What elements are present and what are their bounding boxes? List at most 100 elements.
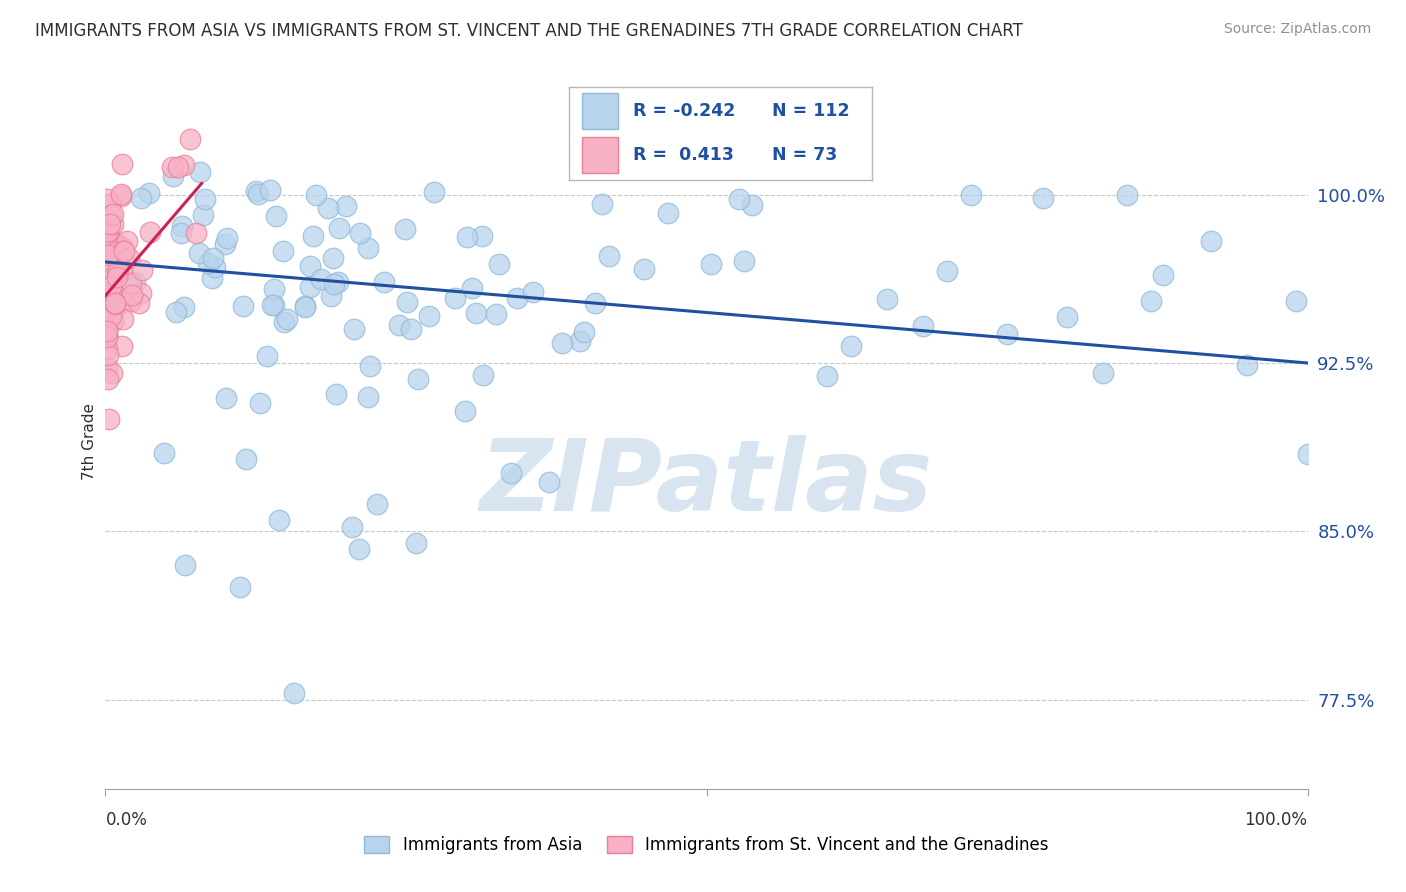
Point [201, 270, 224, 285]
Point [104, 245, 127, 260]
Text: 0.0%: 0.0% [105, 811, 148, 829]
Point [107, 297, 129, 311]
Text: ZIPatlas: ZIPatlas [479, 434, 934, 532]
Point [120, 293, 142, 308]
Point [173, 157, 195, 171]
Point [741, 198, 763, 212]
Point [335, 199, 357, 213]
Point [995, 327, 1018, 342]
Point [97, 224, 120, 238]
Point [97, 230, 120, 244]
Point [394, 221, 416, 235]
Point [97, 348, 120, 362]
Point [406, 372, 429, 386]
Point [1201, 234, 1223, 248]
Point [124, 275, 146, 289]
Point [138, 186, 160, 200]
Point [322, 277, 344, 292]
Point [110, 187, 132, 202]
Point [1140, 293, 1163, 308]
Point [153, 446, 176, 460]
Point [349, 542, 371, 557]
Text: R =  0.413: R = 0.413 [633, 146, 734, 164]
Point [96, 324, 118, 338]
Point [101, 303, 124, 318]
Point [97, 412, 120, 426]
Point [262, 298, 284, 312]
Point [583, 296, 606, 310]
Point [165, 305, 187, 319]
Point [96, 303, 118, 318]
Point [657, 205, 679, 219]
Point [551, 336, 574, 351]
Point [298, 280, 321, 294]
Point [1056, 310, 1078, 325]
Point [1152, 268, 1174, 283]
Text: N = 112: N = 112 [772, 102, 849, 120]
Point [97, 277, 120, 291]
Point [1296, 447, 1319, 461]
Point [456, 229, 478, 244]
Point [110, 339, 132, 353]
Point [343, 322, 366, 336]
Point [170, 226, 193, 240]
Point [733, 253, 755, 268]
Point [96, 329, 118, 343]
Point [139, 225, 162, 239]
Point [100, 309, 122, 323]
Point [340, 520, 363, 534]
Point [215, 391, 238, 405]
Point [294, 300, 316, 314]
Point [232, 299, 254, 313]
Point [1236, 358, 1258, 372]
Point [101, 270, 124, 285]
Point [302, 229, 325, 244]
Point [97, 227, 120, 242]
Point [472, 368, 495, 383]
Point [388, 318, 411, 333]
Point [111, 239, 134, 253]
Point [815, 368, 838, 383]
Point [108, 242, 131, 256]
Point [184, 226, 207, 240]
Point [98, 295, 121, 310]
Point [217, 230, 239, 244]
Point [453, 404, 475, 418]
Point [305, 187, 328, 202]
Point [179, 131, 201, 145]
Point [96, 342, 118, 356]
Point [110, 189, 132, 203]
Point [1092, 366, 1115, 380]
Point [104, 285, 127, 300]
Point [359, 359, 381, 373]
Point [100, 366, 122, 380]
Point [322, 252, 344, 266]
Point [418, 310, 440, 324]
Point [111, 157, 134, 171]
Point [101, 207, 124, 221]
Point [101, 248, 124, 262]
Point [101, 217, 124, 231]
Point [194, 192, 217, 206]
Point [118, 251, 141, 265]
Point [166, 160, 188, 174]
Point [96, 328, 118, 343]
Point [264, 210, 287, 224]
FancyBboxPatch shape [582, 93, 617, 128]
FancyBboxPatch shape [582, 137, 617, 173]
Point [1284, 293, 1306, 308]
Point [1116, 187, 1139, 202]
Point [101, 257, 124, 271]
Point [276, 312, 298, 326]
Point [162, 169, 184, 184]
Point [366, 497, 388, 511]
Point [273, 315, 295, 329]
Point [121, 287, 143, 301]
Point [103, 273, 125, 287]
Legend: Immigrants from Asia, Immigrants from St. Vincent and the Grenadines: Immigrants from Asia, Immigrants from St… [357, 830, 1056, 861]
Point [129, 285, 152, 300]
Y-axis label: 7th Grade: 7th Grade [82, 403, 97, 480]
Point [190, 165, 212, 179]
Point [128, 296, 150, 310]
Text: IMMIGRANTS FROM ASIA VS IMMIGRANTS FROM ST. VINCENT AND THE GRENADINES 7TH GRADE: IMMIGRANTS FROM ASIA VS IMMIGRANTS FROM … [35, 22, 1024, 40]
